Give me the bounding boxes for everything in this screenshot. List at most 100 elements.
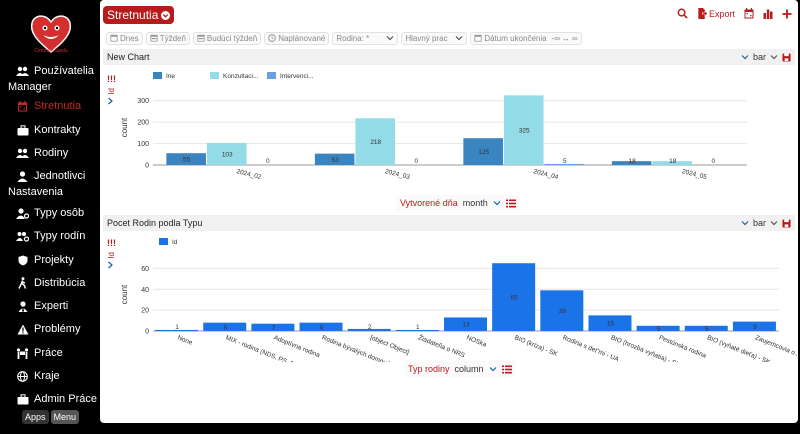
chevron-right-icon[interactable]	[107, 261, 114, 269]
chart1-x-group[interactable]: month	[462, 198, 488, 208]
chevron-right-icon[interactable]	[107, 97, 114, 105]
chevron-down-icon[interactable]	[741, 54, 749, 60]
range-to: ∞	[571, 33, 578, 43]
legend-entry: Konzultaci...	[223, 73, 259, 80]
filter-next-week[interactable]: Budúci týždeň	[192, 31, 262, 45]
bar	[251, 323, 295, 331]
chart2-controls: bar	[741, 218, 791, 228]
y-axis-label: count	[120, 117, 129, 137]
sidebar-item-7[interactable]: Typy osôb	[16, 204, 84, 222]
filter-today[interactable]: Dnes	[106, 31, 143, 45]
chart2-type-label[interactable]: bar	[752, 218, 766, 228]
walk-icon	[16, 277, 29, 290]
bar-value-label: 0	[712, 158, 716, 165]
chevron-down-icon	[455, 36, 463, 41]
family-select[interactable]: Rodina: *	[332, 31, 399, 45]
list-icon[interactable]	[501, 365, 512, 374]
page-title-dropdown[interactable]: Stretnutia	[103, 6, 175, 24]
sidebar-item-label: Typy osôb	[34, 207, 85, 219]
chart1-title: New Chart	[107, 52, 150, 62]
main-content: Stretnutia Export Dnes T	[100, 0, 798, 423]
list-icon[interactable]	[505, 199, 516, 208]
bar-value-label: 0	[266, 158, 270, 165]
end-date-filter[interactable]: Dátum ukončenia -∞ ↔ ∞	[470, 31, 582, 45]
x-tick-label: 2024_02	[236, 168, 263, 181]
filter-planned[interactable]: Naplánované	[264, 31, 330, 45]
bar-value-label: 15	[607, 321, 615, 328]
x-tick-label: None	[176, 334, 193, 346]
sidebar-item-label: Experti	[34, 300, 69, 312]
legend-entry: Intervenci...	[280, 73, 314, 80]
filter-week[interactable]: Týždeň	[145, 31, 190, 45]
range-from: -∞	[551, 33, 560, 43]
filter-today-label: Dnes	[120, 33, 139, 43]
chevron-down-icon[interactable]	[493, 200, 501, 206]
bar-value-label: 9	[753, 324, 757, 331]
chart1-type-label[interactable]: bar	[752, 52, 766, 62]
y-tick-label: 0	[145, 163, 149, 170]
legend-swatch	[267, 72, 276, 79]
chart2-x-group[interactable]: column	[454, 364, 484, 374]
chevron-down-icon[interactable]	[770, 220, 778, 226]
sidebar: Centrum Spolu Používatelia Manager Stretnu…	[0, 0, 100, 434]
sidebar-item-15[interactable]: Admin Práce	[16, 390, 97, 408]
bar	[155, 329, 199, 331]
bar-value-label: 13	[462, 322, 470, 329]
plus-icon[interactable]	[782, 9, 792, 19]
y-axis-label: count	[120, 284, 129, 304]
chart1-side-field[interactable]: Id	[107, 88, 116, 95]
sidebar-item-4[interactable]: Rodiny	[16, 144, 68, 162]
y-tick-label: 0	[145, 329, 149, 336]
sidebar-item-label: Problémy	[34, 323, 81, 335]
bar	[299, 322, 343, 331]
sidebar-item-2[interactable]: Stretnutia	[16, 97, 81, 115]
expert-icon	[16, 300, 29, 313]
export-label: Export	[708, 8, 735, 19]
sidebar-item-3[interactable]: Kontrakty	[16, 121, 80, 139]
sidebar-item-10[interactable]: Distribúcia	[16, 274, 85, 292]
chart2-side-marker[interactable]: !!!	[107, 238, 116, 248]
save-icon[interactable]	[782, 52, 791, 62]
chart2-x-field[interactable]: Typ rodiny	[408, 364, 450, 374]
bar-value-label: 0	[415, 158, 419, 165]
bar-value-label: 5	[705, 326, 709, 333]
menu-button[interactable]: Menu	[50, 410, 80, 424]
save-icon[interactable]	[782, 218, 791, 228]
sidebar-item-label: Typy rodín	[34, 230, 86, 242]
sidebar-item-14[interactable]: Kraje	[16, 367, 60, 385]
sidebar-item-0[interactable]: Používatelia	[16, 62, 94, 80]
chart1-side-marker[interactable]: !!!	[107, 74, 116, 84]
x-tick-label: 2024_04	[533, 168, 560, 181]
family-select-value: Rodina: *	[336, 33, 370, 43]
export-button[interactable]: Export	[697, 8, 735, 19]
sidebar-item-12[interactable]: Problémy	[16, 320, 80, 338]
chart1-x-field[interactable]: Vytvorené dňa	[400, 198, 458, 208]
chart2-header: Pocet Rodin podla Typu bar	[103, 215, 795, 231]
sidebar-section-manager: Manager	[8, 81, 52, 93]
bar-value-label: 53	[332, 157, 340, 164]
users-icon	[16, 65, 29, 78]
sidebar-section-nastavenia: Nastavenia	[8, 186, 64, 198]
sidebar-item-5[interactable]: Jednotlivci	[16, 167, 85, 185]
chevron-down-icon[interactable]	[770, 54, 778, 60]
sidebar-item-11[interactable]: Experti	[16, 297, 68, 315]
calendar-icon[interactable]	[744, 8, 754, 19]
chart2-side-field[interactable]: Id	[107, 252, 116, 259]
sidebar-item-8[interactable]: Typy rodín	[16, 227, 85, 245]
bar-chart-icon[interactable]	[763, 9, 773, 19]
legend-swatch	[153, 72, 162, 79]
sidebar-item-13[interactable]: Práce	[16, 344, 63, 362]
y-tick-label: 60	[141, 266, 149, 273]
apps-button[interactable]: Apps	[22, 410, 49, 424]
main-worker-select[interactable]: Hlavný prac	[401, 31, 468, 45]
chart2-xaxis-control: Typ rodiny column	[404, 361, 516, 377]
main-worker-select-value: Hlavný prac	[405, 33, 448, 43]
search-icon[interactable]	[677, 8, 688, 19]
calendar-icon	[16, 100, 29, 113]
chevron-down-icon[interactable]	[741, 220, 749, 226]
sidebar-item-9[interactable]: Projekty	[16, 251, 74, 269]
chevron-down-icon[interactable]	[489, 366, 497, 372]
bar-value-label: 5	[657, 326, 661, 333]
